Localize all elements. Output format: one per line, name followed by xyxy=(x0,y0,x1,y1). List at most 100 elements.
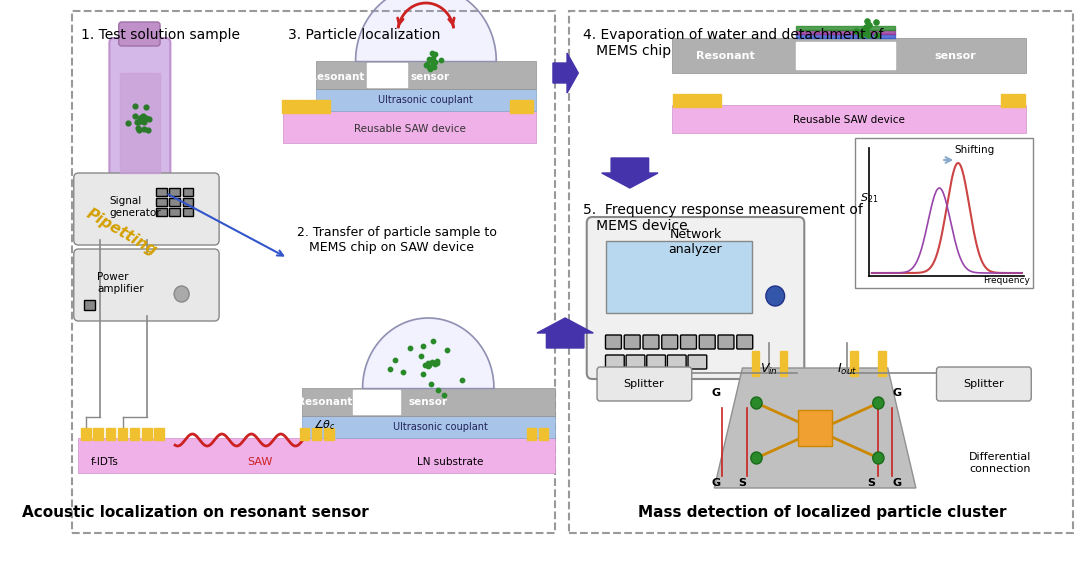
Point xyxy=(129,118,146,127)
Point xyxy=(860,30,877,39)
Text: Resonant: Resonant xyxy=(309,72,364,82)
FancyBboxPatch shape xyxy=(699,335,715,349)
FancyBboxPatch shape xyxy=(301,388,555,416)
FancyBboxPatch shape xyxy=(624,335,640,349)
FancyBboxPatch shape xyxy=(850,351,858,376)
FancyBboxPatch shape xyxy=(315,61,536,89)
Text: Shifting: Shifting xyxy=(955,145,995,155)
Point xyxy=(140,115,158,124)
FancyBboxPatch shape xyxy=(647,355,665,369)
FancyBboxPatch shape xyxy=(718,335,734,349)
Point xyxy=(119,118,136,127)
Polygon shape xyxy=(714,368,916,488)
FancyBboxPatch shape xyxy=(662,335,677,349)
Point xyxy=(419,362,436,371)
Point xyxy=(427,360,444,369)
FancyBboxPatch shape xyxy=(282,100,293,113)
Text: SAW: SAW xyxy=(247,457,272,467)
Point xyxy=(861,20,878,29)
Point xyxy=(847,27,864,36)
Text: Resonant: Resonant xyxy=(696,51,755,61)
FancyBboxPatch shape xyxy=(301,416,555,438)
FancyBboxPatch shape xyxy=(606,355,624,369)
Text: Ultrasonic couplant: Ultrasonic couplant xyxy=(378,95,473,105)
FancyBboxPatch shape xyxy=(130,428,139,440)
Point xyxy=(402,344,419,353)
FancyBboxPatch shape xyxy=(183,188,193,196)
FancyBboxPatch shape xyxy=(157,198,166,206)
FancyBboxPatch shape xyxy=(294,100,306,113)
Point xyxy=(386,356,403,365)
Point xyxy=(423,357,441,366)
FancyBboxPatch shape xyxy=(737,335,753,349)
Point xyxy=(868,30,886,39)
Polygon shape xyxy=(537,318,593,348)
FancyBboxPatch shape xyxy=(569,11,1074,533)
Circle shape xyxy=(751,397,762,409)
FancyBboxPatch shape xyxy=(183,198,193,206)
Text: Power
amplifier: Power amplifier xyxy=(97,272,144,294)
FancyBboxPatch shape xyxy=(510,100,521,113)
Text: 3. Particle localization: 3. Particle localization xyxy=(287,28,440,42)
FancyBboxPatch shape xyxy=(796,42,895,69)
FancyBboxPatch shape xyxy=(183,208,193,216)
Point xyxy=(858,28,875,37)
FancyBboxPatch shape xyxy=(109,38,171,183)
Text: G: G xyxy=(892,388,902,398)
Point xyxy=(421,64,438,73)
FancyBboxPatch shape xyxy=(607,241,752,313)
FancyBboxPatch shape xyxy=(680,335,697,349)
Text: f-IDTs: f-IDTs xyxy=(91,457,119,467)
FancyBboxPatch shape xyxy=(300,428,309,440)
Text: LN substrate: LN substrate xyxy=(417,457,483,467)
FancyBboxPatch shape xyxy=(81,428,91,440)
Point xyxy=(134,111,151,120)
FancyBboxPatch shape xyxy=(698,94,708,107)
FancyBboxPatch shape xyxy=(143,428,151,440)
FancyBboxPatch shape xyxy=(685,94,697,107)
FancyBboxPatch shape xyxy=(106,428,116,440)
Circle shape xyxy=(751,452,762,464)
Circle shape xyxy=(174,286,189,302)
Point xyxy=(137,114,154,123)
Text: sensor: sensor xyxy=(410,72,449,82)
Point xyxy=(137,102,154,111)
Point xyxy=(855,24,873,34)
Point xyxy=(424,53,442,62)
Point xyxy=(422,56,440,65)
FancyBboxPatch shape xyxy=(315,89,536,111)
Text: Resonant: Resonant xyxy=(297,397,353,407)
FancyBboxPatch shape xyxy=(170,188,179,196)
Point xyxy=(424,336,442,345)
Text: Reusable SAW device: Reusable SAW device xyxy=(793,115,905,125)
Text: S: S xyxy=(867,478,875,488)
FancyBboxPatch shape xyxy=(672,105,1026,133)
FancyBboxPatch shape xyxy=(626,355,645,369)
FancyBboxPatch shape xyxy=(120,73,160,173)
Text: Splitter: Splitter xyxy=(623,379,664,389)
FancyBboxPatch shape xyxy=(154,428,164,440)
Point xyxy=(858,23,875,32)
Text: S: S xyxy=(739,478,746,488)
Point xyxy=(131,126,148,135)
FancyBboxPatch shape xyxy=(353,390,400,414)
Point xyxy=(435,391,453,400)
FancyBboxPatch shape xyxy=(307,100,318,113)
Polygon shape xyxy=(602,158,658,188)
Point xyxy=(416,360,433,369)
Point xyxy=(424,60,442,69)
Text: 5.  Frequency response measurement of
   MEMS device: 5. Frequency response measurement of MEM… xyxy=(583,203,863,233)
Text: $V_{in}$: $V_{in}$ xyxy=(759,362,778,377)
Text: 4. Evaporation of water and detachment of
   MEMS chip: 4. Evaporation of water and detachment o… xyxy=(583,28,883,58)
Point xyxy=(867,18,885,27)
FancyBboxPatch shape xyxy=(1013,94,1025,107)
FancyBboxPatch shape xyxy=(752,351,759,376)
Point xyxy=(136,124,153,133)
FancyBboxPatch shape xyxy=(606,335,621,349)
FancyBboxPatch shape xyxy=(170,208,179,216)
FancyBboxPatch shape xyxy=(312,428,322,440)
FancyBboxPatch shape xyxy=(688,355,706,369)
Point xyxy=(427,49,444,59)
Point xyxy=(429,357,446,366)
FancyBboxPatch shape xyxy=(586,217,805,379)
